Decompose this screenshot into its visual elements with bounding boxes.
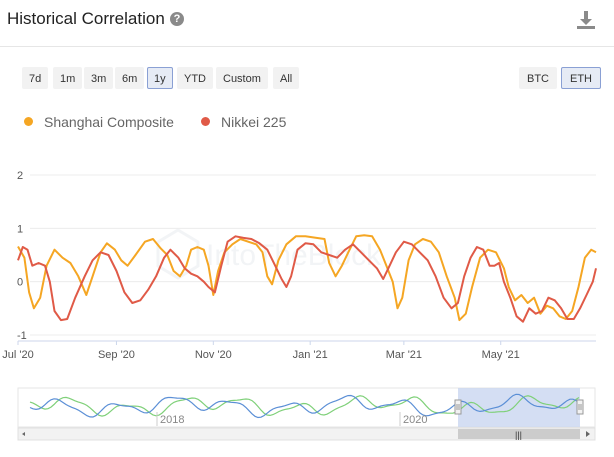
asset-button-btc[interactable]: BTC (519, 67, 557, 89)
x-tick-label: Sep '20 (98, 349, 135, 361)
range-button-1m[interactable]: 1m (53, 67, 83, 89)
y-tick-label: 1 (17, 223, 23, 235)
watermark-text: IntoTheBlock (206, 239, 382, 272)
navigator-selection[interactable] (458, 388, 580, 427)
x-tick-label: Mar '21 (386, 349, 422, 361)
x-tick-label: May '21 (482, 349, 520, 361)
x-tick-label: Jan '21 (293, 349, 328, 361)
scrollbar-grip: ||| (515, 430, 522, 440)
scrollbar-right-arrow[interactable] (586, 431, 590, 437)
range-button-1y[interactable]: 1y (147, 67, 173, 89)
download-icon[interactable] (576, 10, 596, 30)
x-tick-label: Jul '20 (2, 349, 33, 361)
navigator-year-2018: 2018 (160, 414, 184, 426)
navigator-year-2020: 2020 (403, 414, 427, 426)
range-button-7d[interactable]: 7d (22, 67, 49, 89)
navigator-handle-right[interactable] (576, 399, 584, 415)
asset-button-eth[interactable]: ETH (561, 67, 601, 89)
question-icon[interactable]: ? (170, 12, 184, 26)
x-tick-label: Nov '20 (195, 349, 232, 361)
y-tick-label: -1 (17, 330, 27, 342)
navigator-background (17, 387, 596, 428)
range-button-6m[interactable]: 6m (115, 67, 145, 89)
legend-label-shanghai[interactable]: Shanghai Composite (44, 114, 174, 130)
legend-label-nikkei[interactable]: Nikkei 225 (221, 114, 287, 130)
scrollbar-thumb[interactable] (458, 429, 580, 439)
scrollbar[interactable]: ||| (17, 427, 596, 441)
watermark-logo: IntoTheBlock (156, 228, 382, 280)
range-button-custom[interactable]: Custom (216, 67, 268, 89)
series-line-nikkei-225[interactable] (17, 235, 597, 323)
range-button-ytd[interactable]: YTD (177, 67, 213, 89)
chart-header: Historical Correlation ? (0, 0, 614, 47)
legend-dot-shanghai (24, 117, 33, 126)
range-button-all[interactable]: All (273, 67, 300, 89)
navigator-handle-left[interactable] (454, 399, 462, 415)
scrollbar-track[interactable] (17, 427, 596, 441)
range-button-3m[interactable]: 3m (84, 67, 114, 89)
navigator-series-line-1 (29, 393, 580, 419)
navigator-series-line-0 (29, 395, 580, 417)
y-tick-label: 0 (17, 277, 23, 289)
legend-dot-nikkei (201, 117, 210, 126)
scrollbar-left-arrow[interactable] (22, 432, 25, 436)
series-line-shanghai-composite[interactable] (17, 234, 597, 322)
y-tick-label: 2 (17, 170, 23, 182)
page-title: Historical Correlation (7, 9, 165, 28)
